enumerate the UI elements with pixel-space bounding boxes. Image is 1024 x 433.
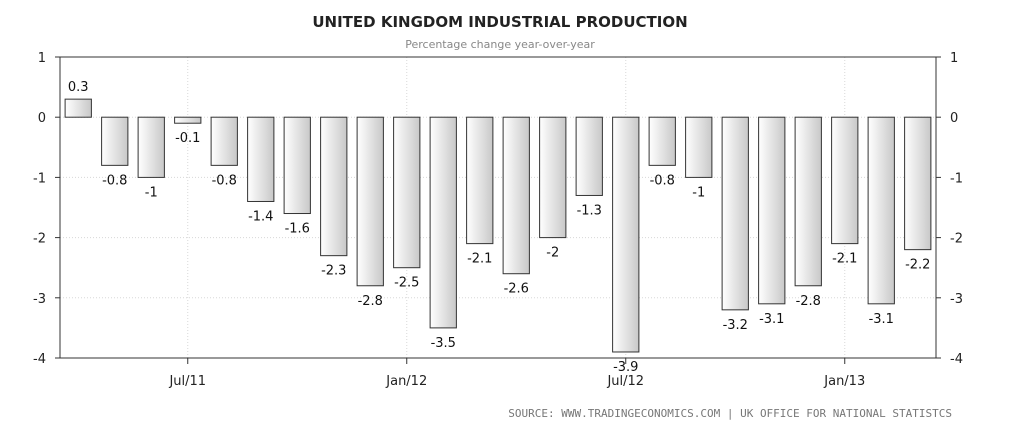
x-tick-label: Jul/12 (606, 374, 644, 389)
x-axis: Jul/11 Jan/12 Jul/12 Jan/13 (168, 358, 865, 389)
plot-frame (59, 56, 937, 359)
data-label: -1.6 (285, 222, 310, 237)
data-label: -3.2 (723, 318, 748, 333)
bar (210, 116, 238, 166)
bar (137, 116, 165, 178)
data-label: -2.1 (832, 252, 857, 267)
y-tick-label-right: -4 (950, 352, 963, 367)
y-tick-label-left: -1 (33, 171, 46, 186)
data-label: 0.3 (68, 80, 89, 95)
bar (575, 116, 603, 196)
data-label: -0.8 (212, 173, 237, 188)
bar (539, 116, 567, 239)
data-label: -0.8 (102, 173, 127, 188)
bar (648, 116, 676, 166)
bar (904, 116, 932, 251)
bar (174, 116, 202, 124)
y-tick-label-right: -1 (950, 171, 963, 186)
y-tick-label-right: -3 (950, 292, 963, 307)
data-label: -2.2 (905, 258, 930, 273)
bar (794, 116, 822, 287)
bars (64, 98, 932, 353)
bar (101, 116, 129, 166)
data-label: -0.1 (175, 131, 200, 146)
data-label: -1 (145, 185, 158, 200)
x-tick-label: Jan/12 (385, 374, 427, 389)
data-label: -2.6 (504, 282, 529, 297)
data-label: -3.5 (431, 336, 456, 351)
data-labels: 0.3 -0.8 -1 -0.1 -0.8 -1.4 -1.6 -2.3 -2.8 -2.5 -3.… (68, 80, 931, 375)
source-note: SOURCE: WWW.TRADINGECONOMICS.COM | UK OF… (508, 407, 952, 420)
data-label: -1.4 (248, 209, 273, 224)
y-tick-label-right: 0 (950, 111, 958, 126)
data-label: -3.1 (869, 312, 894, 327)
y-axis-right: 1 0 -1 -2 -3 -4 (936, 51, 963, 367)
bar (429, 116, 457, 329)
data-label: -2.8 (796, 294, 821, 309)
x-tick-label: Jul/11 (168, 374, 206, 389)
bar (758, 116, 786, 305)
y-axis-left: 1 0 -1 -2 -3 -4 (33, 51, 60, 367)
data-label: -2.1 (467, 252, 492, 267)
data-label: -1 (692, 185, 705, 200)
bar (685, 116, 713, 178)
data-label: -2.8 (358, 294, 383, 309)
data-label: -0.8 (650, 173, 675, 188)
y-tick-label-right: 1 (950, 51, 958, 66)
y-tick-label-left: -4 (33, 352, 46, 367)
data-label: -1.3 (577, 203, 602, 218)
bar (64, 98, 92, 118)
y-tick-label-left: -2 (33, 232, 46, 247)
bar (831, 116, 859, 245)
y-tick-label-left: -3 (33, 292, 46, 307)
x-tick-label: Jan/13 (823, 374, 865, 389)
bar (721, 116, 749, 311)
chart-title: UNITED KINGDOM INDUSTRIAL PRODUCTION (312, 13, 687, 31)
data-label: -2 (546, 246, 559, 261)
bar (466, 116, 494, 245)
bar (283, 116, 311, 215)
data-label: -3.1 (759, 312, 784, 327)
data-label: -2.5 (394, 276, 419, 291)
bar (247, 116, 275, 202)
bar (867, 116, 895, 305)
y-tick-label-right: -2 (950, 232, 963, 247)
bar (502, 116, 530, 275)
data-label: -2.3 (321, 264, 346, 279)
chart-subtitle: Percentage change year-over-year (405, 38, 595, 51)
bar (393, 116, 421, 269)
bar (320, 116, 348, 257)
y-tick-label-left: 1 (38, 51, 46, 66)
bar (612, 116, 640, 353)
data-label: -3.9 (613, 360, 638, 375)
y-tick-label-left: 0 (38, 111, 46, 126)
bar (356, 116, 384, 287)
